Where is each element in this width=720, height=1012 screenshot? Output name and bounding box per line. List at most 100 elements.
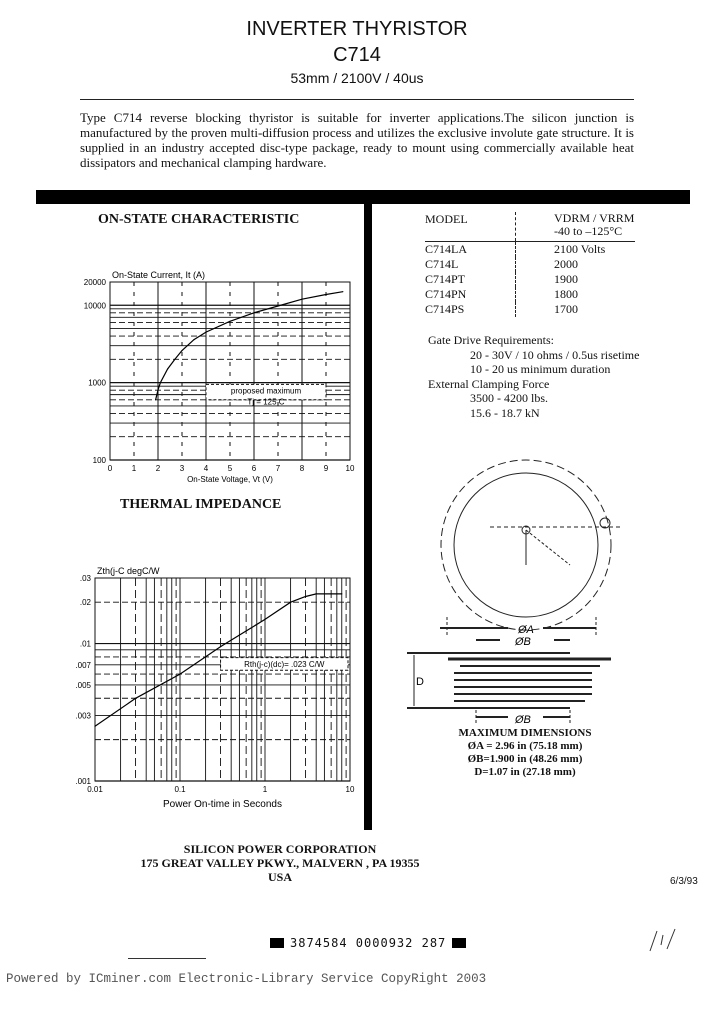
y-tick-label: .03 bbox=[80, 574, 92, 583]
data-point bbox=[174, 358, 176, 360]
label-b-top: ØB bbox=[514, 636, 531, 648]
subtitle: 53mm / 2100V / 40us bbox=[290, 70, 424, 86]
clamp-line: 3500 - 4200 lbs. bbox=[470, 391, 548, 405]
annotation-text: Tj = 125 C bbox=[247, 397, 284, 406]
pole-face bbox=[453, 472, 599, 618]
voltage-cell: 1900 bbox=[515, 272, 578, 287]
gate-requirements: Gate Drive Requirements: 20 - 30V / 10 o… bbox=[428, 333, 639, 420]
revision-date: 6/3/93 bbox=[670, 876, 698, 887]
table-row: C714PT 1900 bbox=[425, 272, 635, 287]
data-point bbox=[155, 399, 157, 401]
barcode: 3874584 0000932 287 bbox=[270, 936, 467, 950]
model-cell: C714LA bbox=[425, 242, 467, 256]
y-axis-label: On-State Current, It (A) bbox=[112, 270, 205, 280]
voltage-cell: 2000 bbox=[515, 257, 578, 272]
model-cell: C714L bbox=[425, 257, 459, 271]
x-tick-label: 6 bbox=[252, 464, 257, 473]
x-axis-label: On-State Voltage, Vt (V) bbox=[187, 475, 273, 484]
y-tick-label: 1000 bbox=[88, 379, 106, 388]
table-row: C714PN 1800 bbox=[425, 287, 635, 302]
data-curve bbox=[155, 291, 343, 400]
y-tick-label: .01 bbox=[80, 640, 92, 649]
x-tick-label: 7 bbox=[276, 464, 281, 473]
data-point bbox=[264, 618, 266, 620]
data-point bbox=[325, 293, 327, 296]
x-tick-label: 1 bbox=[132, 464, 137, 473]
data-point bbox=[289, 601, 292, 603]
data-point bbox=[193, 339, 195, 341]
data-point bbox=[301, 298, 303, 300]
y-tick-label: 10000 bbox=[84, 301, 107, 310]
max-dimensions: MAXIMUM DIMENSIONS ØA = 2.96 in (75.18 m… bbox=[425, 727, 625, 779]
data-point bbox=[253, 312, 255, 314]
col-header-voltage: VDRM / VRRM bbox=[554, 211, 635, 225]
column-bar bbox=[364, 190, 372, 830]
gate-line: 10 - 20 us minimum duration bbox=[470, 362, 611, 376]
data-point bbox=[219, 646, 222, 648]
table-row: C714LA 2100 Volts bbox=[425, 242, 635, 257]
label-a: ØA bbox=[517, 624, 534, 636]
data-point bbox=[159, 382, 161, 384]
x-tick-label: 0.01 bbox=[87, 785, 103, 794]
label-d: D bbox=[416, 676, 424, 688]
x-axis-label: Power On-time in Seconds bbox=[163, 799, 282, 810]
x-tick-label: 8 bbox=[300, 464, 305, 473]
model-cell: C714PS bbox=[425, 302, 465, 316]
gate-label: Gate Drive Requirements: bbox=[428, 333, 554, 347]
annotation-text: proposed maximum bbox=[231, 386, 302, 395]
voltage-cell: 2100 Volts bbox=[515, 242, 605, 257]
data-point bbox=[134, 697, 137, 699]
y-axis-label: Zth(j-C degC/W bbox=[97, 566, 160, 576]
y-tick-label: .001 bbox=[75, 777, 91, 786]
thermal-heading: THERMAL IMPEDANCE bbox=[120, 497, 282, 512]
thermal-chart: 0.01 0.1 1 10 .001 .003 .005 .007 .01 .02 .03 Zth(j… bbox=[75, 566, 355, 810]
signature-mark bbox=[649, 928, 676, 952]
y-tick-label: .007 bbox=[75, 661, 91, 670]
data-point bbox=[167, 368, 169, 370]
dimension-a: ØA = 2.96 in (75.18 mm) bbox=[467, 740, 583, 752]
voltage-cell: 1700 bbox=[515, 302, 578, 317]
model-title: C714 bbox=[333, 44, 381, 66]
data-point bbox=[342, 291, 344, 293]
x-tick-label: 9 bbox=[324, 464, 329, 473]
x-tick-label: 2 bbox=[156, 464, 161, 473]
page-title: INVERTER THYRISTOR bbox=[246, 18, 468, 40]
package-drawing: ØA ØB D ØB bbox=[407, 459, 620, 725]
model-cell: C714PT bbox=[425, 272, 466, 286]
company-block: SILICON POWER CORPORATION 175 GREAT VALL… bbox=[100, 842, 460, 884]
dimensions-title: MAXIMUM DIMENSIONS bbox=[458, 727, 592, 739]
data-point bbox=[181, 349, 183, 352]
x-tick-label: 3 bbox=[180, 464, 185, 473]
y-tick-label: 100 bbox=[93, 456, 107, 465]
divider bbox=[80, 99, 634, 100]
voltage-cell: 1800 bbox=[515, 287, 578, 302]
data-point bbox=[179, 673, 181, 675]
on-state-heading: ON-STATE CHARACTERISTIC bbox=[98, 212, 300, 227]
model-cell: C714PN bbox=[425, 287, 467, 301]
y-tick-label: .005 bbox=[75, 681, 91, 690]
plot-frame bbox=[109, 281, 351, 461]
gate-line: 20 - 30V / 10 ohms / 0.5us risetime bbox=[470, 347, 640, 362]
clamp-line: 15.6 - 18.7 kN bbox=[470, 405, 540, 420]
data-point bbox=[94, 725, 96, 727]
x-tick-label: 10 bbox=[346, 464, 355, 473]
outer-outline bbox=[440, 459, 612, 631]
company-address: 175 GREAT VALLEY PKWY., MALVERN , PA 193… bbox=[140, 856, 420, 870]
label-b-bottom: ØB bbox=[514, 714, 531, 725]
divider bbox=[128, 958, 206, 959]
barcode-number: 3874584 0000932 287 bbox=[290, 936, 447, 950]
y-tick-label: .02 bbox=[80, 598, 92, 607]
x-tick-label: 10 bbox=[346, 785, 355, 794]
x-tick-label: 5 bbox=[228, 464, 233, 473]
y-tick-label: .003 bbox=[75, 711, 91, 720]
model-table: MODEL VDRM / VRRM -40 to –125°C C714LA 21… bbox=[425, 212, 635, 317]
x-tick-label: 0 bbox=[108, 464, 113, 473]
gate-lead bbox=[599, 517, 611, 529]
company-country: USA bbox=[267, 870, 292, 884]
x-tick-label: 4 bbox=[204, 464, 209, 473]
data-point bbox=[304, 595, 307, 598]
annotation-text: Rth(j-c)(dc)= .023 C/W bbox=[244, 660, 325, 669]
data-point bbox=[315, 593, 317, 595]
x-tick-label: 1 bbox=[263, 785, 268, 794]
data-point bbox=[341, 593, 343, 595]
